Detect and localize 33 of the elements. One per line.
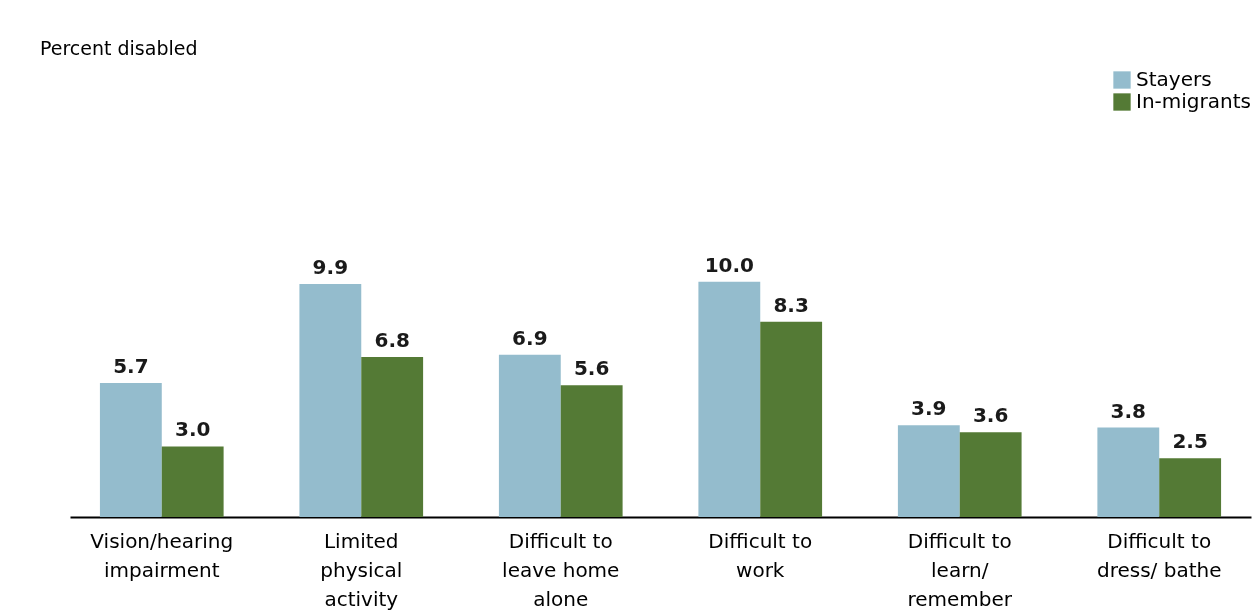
legend-label: In-migrants [1136, 89, 1251, 113]
x-tick-label: Difficult to learn/ remember [907, 528, 1013, 611]
data-label: 8.3 [773, 292, 809, 317]
data-label: 6.9 [512, 325, 548, 350]
bar [361, 357, 424, 517]
data-label: 3.8 [1110, 398, 1147, 423]
data-label: 5.7 [113, 353, 149, 378]
x-tick-label: Vision/hearing impairment [90, 528, 234, 582]
bar [1159, 458, 1222, 517]
legend-label: Stayers [1136, 67, 1212, 91]
bar [698, 281, 761, 517]
bar [959, 432, 1022, 517]
data-label: 3.0 [174, 417, 211, 442]
data-label: 3.9 [911, 396, 947, 421]
data-label: 5.6 [573, 356, 610, 381]
bar [498, 354, 561, 517]
x-tick-label: Difficult to leave home alone [502, 528, 620, 611]
bar [760, 321, 823, 517]
data-label: 9.9 [312, 255, 349, 280]
data-label: 2.5 [1172, 429, 1208, 454]
x-tick-label: Limited physical activity [320, 528, 403, 611]
bar [1097, 427, 1160, 517]
bar [99, 382, 162, 517]
bar [161, 446, 224, 517]
text: Percent disabled [40, 37, 198, 59]
data-label: 6.8 [374, 328, 410, 353]
data-label: 3.6 [972, 403, 1009, 428]
bar [560, 385, 623, 517]
data-label: 10.0 [704, 252, 754, 277]
bar [299, 284, 362, 517]
x-tick-label: Difficult to work [708, 528, 813, 582]
bar [897, 425, 960, 517]
x-tick-label: Difficult to dress/ bathe [1096, 528, 1222, 582]
